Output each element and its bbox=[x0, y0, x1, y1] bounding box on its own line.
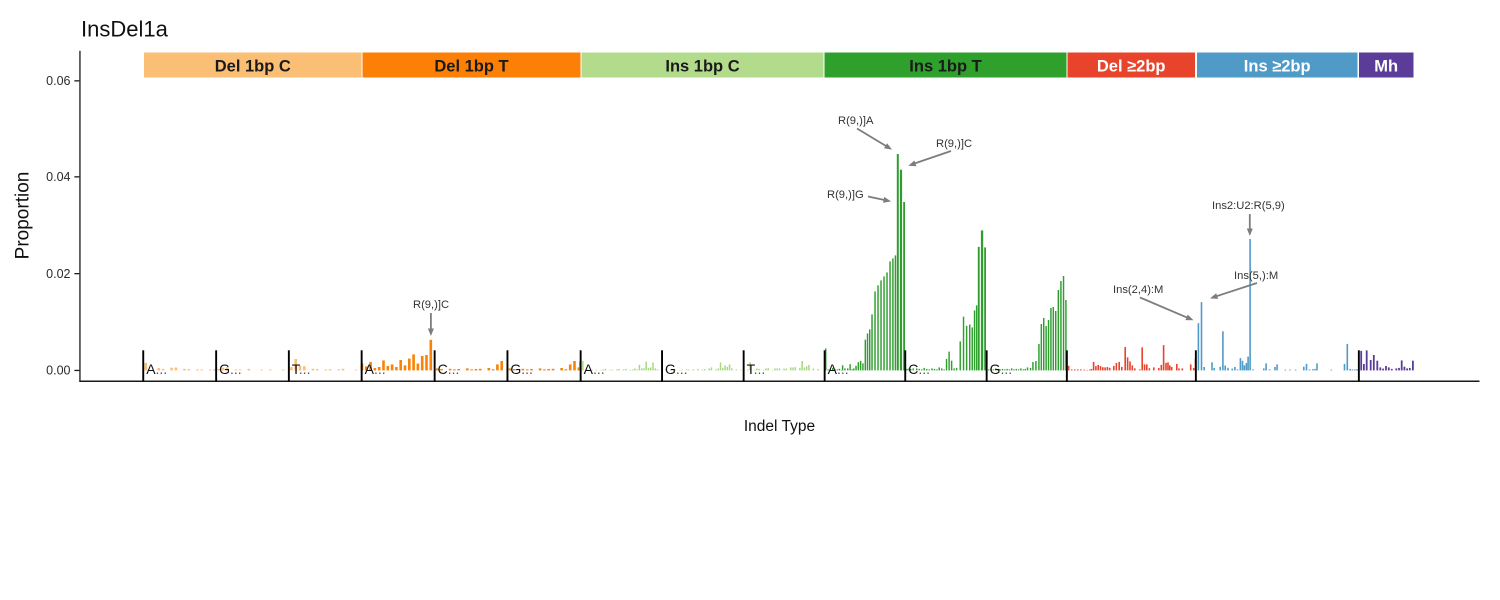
svg-text:Indel Type: Indel Type bbox=[744, 418, 815, 435]
svg-text:G...: G... bbox=[990, 361, 1013, 377]
svg-text:G...: G... bbox=[665, 361, 688, 377]
svg-text:R(9,)]C: R(9,)]C bbox=[936, 138, 972, 150]
svg-text:T...: T... bbox=[292, 361, 311, 377]
svg-text:Del 1bp C: Del 1bp C bbox=[215, 58, 291, 76]
svg-text:Proportion: Proportion bbox=[13, 172, 34, 260]
svg-text:C...: C... bbox=[438, 361, 460, 377]
svg-text:Ins(2,4):M: Ins(2,4):M bbox=[1113, 284, 1163, 296]
svg-text:0.00: 0.00 bbox=[46, 364, 70, 378]
svg-text:Ins2:U2:R(5,9): Ins2:U2:R(5,9) bbox=[1212, 200, 1285, 212]
svg-text:T...: T... bbox=[747, 361, 766, 377]
svg-text:A...: A... bbox=[584, 361, 605, 377]
svg-text:Ins 1bp C: Ins 1bp C bbox=[665, 58, 739, 76]
svg-text:R(9,)]C: R(9,)]C bbox=[413, 299, 449, 311]
svg-text:0.04: 0.04 bbox=[46, 170, 70, 184]
svg-text:Ins 1bp T: Ins 1bp T bbox=[909, 58, 981, 76]
svg-text:G...: G... bbox=[510, 361, 533, 377]
svg-text:InsDel1a: InsDel1a bbox=[81, 17, 169, 42]
svg-text:R(9,)]G: R(9,)]G bbox=[827, 189, 864, 201]
svg-text:G...: G... bbox=[219, 361, 242, 377]
svg-text:R(9,)]A: R(9,)]A bbox=[838, 115, 874, 127]
svg-text:A...: A... bbox=[365, 361, 386, 377]
svg-text:0.02: 0.02 bbox=[46, 267, 70, 281]
svg-text:Ins ≥2bp: Ins ≥2bp bbox=[1244, 58, 1311, 76]
svg-text:A...: A... bbox=[146, 361, 167, 377]
svg-text:Ins(5,):M: Ins(5,):M bbox=[1234, 270, 1278, 282]
svg-text:Mh: Mh bbox=[1374, 58, 1398, 76]
svg-text:0.06: 0.06 bbox=[46, 74, 70, 88]
svg-text:A...: A... bbox=[828, 361, 849, 377]
svg-text:Del ≥2bp: Del ≥2bp bbox=[1097, 58, 1166, 76]
svg-text:C...: C... bbox=[908, 361, 930, 377]
svg-text:Del 1bp T: Del 1bp T bbox=[434, 58, 508, 76]
